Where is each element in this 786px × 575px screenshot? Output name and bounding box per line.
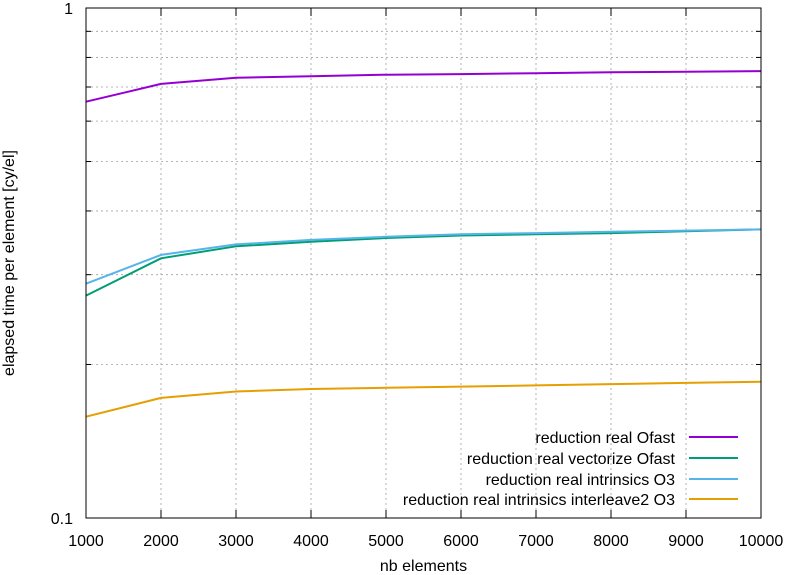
x-tick-label: 8000 xyxy=(593,533,629,550)
legend: reduction real Ofast reduction real vecto… xyxy=(403,430,738,509)
legend-label-1: reduction real Ofast xyxy=(535,430,675,447)
x-tick-label: 9000 xyxy=(668,533,704,550)
x-tick-label: 6000 xyxy=(443,533,479,550)
y-axis-label: elapsed time per element [cy/el] xyxy=(1,150,18,376)
x-tick-label: 7000 xyxy=(518,533,554,550)
series-line-2 xyxy=(86,229,761,295)
x-tick-label: 5000 xyxy=(368,533,404,550)
legend-label-4: reduction real intrinsics interleave2 O3 xyxy=(403,492,675,509)
x-tick-label: 1000 xyxy=(68,533,104,550)
y-tick-label: 0.1 xyxy=(51,511,73,528)
x-tick-label: 10000 xyxy=(739,533,784,550)
legend-label-3: reduction real intrinsics O3 xyxy=(486,472,676,489)
x-tick-label: 2000 xyxy=(143,533,179,550)
series-line-1 xyxy=(86,71,761,102)
series-line-4 xyxy=(86,382,761,417)
x-axis-label: nb elements xyxy=(380,558,467,575)
x-tick-label: 4000 xyxy=(293,533,329,550)
x-tick-label: 3000 xyxy=(218,533,254,550)
legend-label-2: reduction real vectorize Ofast xyxy=(467,451,676,468)
y-tick-label: 1 xyxy=(64,1,73,18)
